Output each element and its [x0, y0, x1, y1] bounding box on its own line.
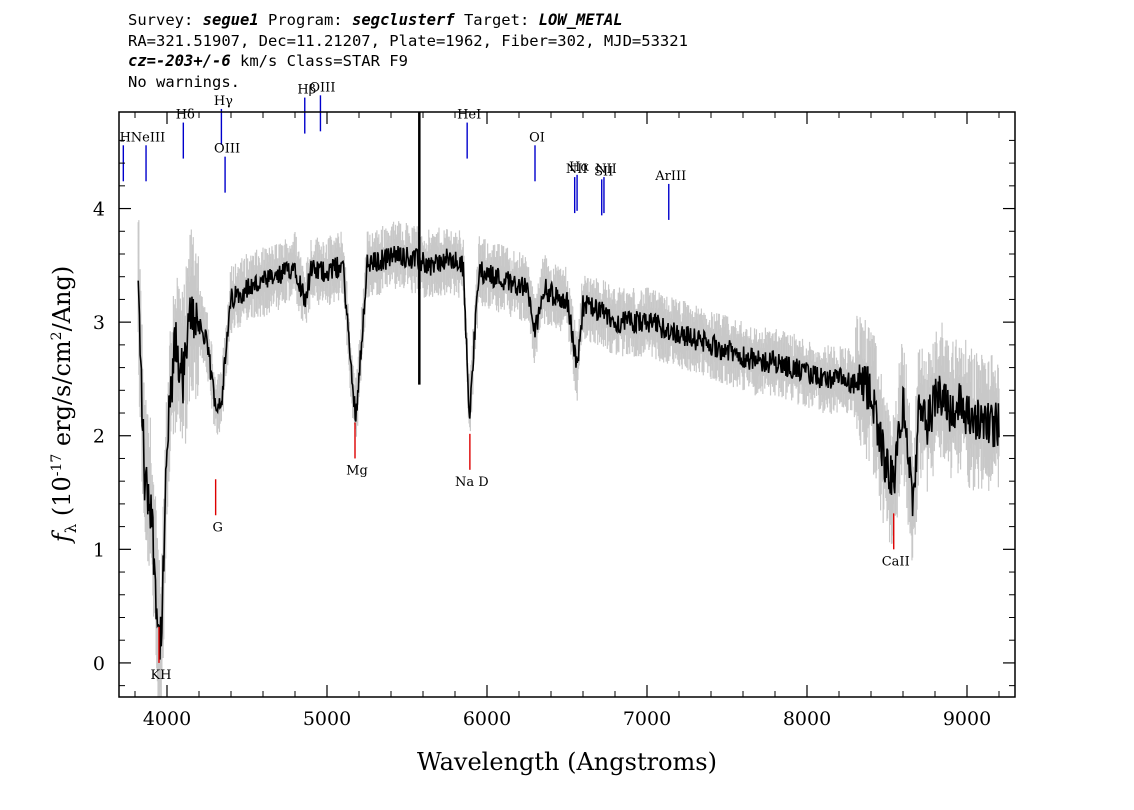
spectrum-header: Survey: segue1 Program: segclusterf Targ…	[128, 10, 688, 92]
y-tick-label: 3	[93, 312, 105, 334]
cz-label: cz=	[128, 52, 156, 70]
header-line-coordinates: RA=321.51907, Dec=11.21207, Plate=1962, …	[128, 31, 688, 50]
header-line-survey: Survey: segue1 Program: segclusterf Targ…	[128, 10, 688, 31]
header-line-redshift: cz=-203+/-6 km/s Class=STAR F9	[128, 51, 688, 72]
plot-frame	[118, 111, 1016, 698]
x-axis-title: Wavelength (Angstroms)	[417, 748, 717, 776]
emission-label: OIII	[309, 80, 335, 95]
absorption-label: G	[212, 520, 222, 535]
x-tick-label: 9000	[943, 708, 991, 730]
program-label: Program:	[258, 11, 352, 29]
emission-label: Hγ	[214, 94, 233, 109]
absorption-label: Mg	[346, 463, 368, 478]
y-axis-title-part: λ	[62, 523, 80, 533]
emission-label: HeI	[457, 108, 481, 123]
emission-label: Hδ	[176, 108, 195, 123]
y-axis-title-text: fλ (10-17 erg/s/cm2/Ang)	[48, 266, 80, 544]
y-tick-label: 0	[93, 653, 105, 675]
x-tick-label: 4000	[143, 708, 191, 730]
emission-label: ArIII	[654, 169, 686, 184]
y-tick-label: 2	[93, 426, 105, 448]
emission-label: Hα	[569, 160, 589, 175]
emission-label: H	[120, 130, 131, 145]
cz-value: -203+/-6	[156, 52, 231, 70]
emission-label: OIII	[214, 142, 240, 157]
absorption-label: CaII	[882, 554, 910, 569]
y-tick-label: 4	[93, 199, 105, 221]
emission-label: NeIII	[131, 130, 165, 145]
y-axis-title-part: erg/s/cm	[48, 340, 76, 454]
absorption-label: KH	[150, 668, 171, 683]
target-label: Target:	[454, 11, 539, 29]
absorption-label: Na D	[455, 475, 489, 490]
x-tick-label: 8000	[783, 708, 831, 730]
error-band	[137, 220, 1000, 697]
emission-label: NII	[595, 162, 617, 177]
program-value: segclusterf	[351, 11, 455, 29]
y-axis-title-part: -17	[49, 454, 65, 477]
flux-line	[137, 246, 1000, 660]
error-band-path	[137, 220, 1000, 697]
y-tick-label: 1	[93, 539, 105, 561]
emission-label: Hβ	[297, 83, 316, 98]
y-axis-title-part: (10	[48, 476, 76, 524]
target-value: LOW_METAL	[538, 11, 623, 29]
emission-label: SII	[594, 164, 613, 179]
x-tick-label: 7000	[623, 708, 671, 730]
class-info: km/s Class=STAR F9	[230, 52, 408, 70]
emission-label: OI	[529, 130, 545, 145]
survey-label: Survey:	[128, 11, 203, 29]
y-axis-title-part: /Ang)	[48, 266, 76, 332]
y-axis-title-part: 2	[49, 331, 65, 340]
survey-value: segue1	[202, 11, 259, 29]
x-tick-label: 5000	[303, 708, 351, 730]
x-tick-label: 6000	[463, 708, 511, 730]
emission-label: NII	[566, 162, 588, 177]
header-line-warnings: No warnings.	[128, 72, 240, 91]
y-axis-title: fλ (10-17 erg/s/cm2/Ang)	[48, 266, 80, 544]
flux-series	[137, 112, 1000, 660]
axis-ticks: 4000 5000 6000 7000 8000 9000 0 1 2 3 4	[93, 112, 1015, 730]
